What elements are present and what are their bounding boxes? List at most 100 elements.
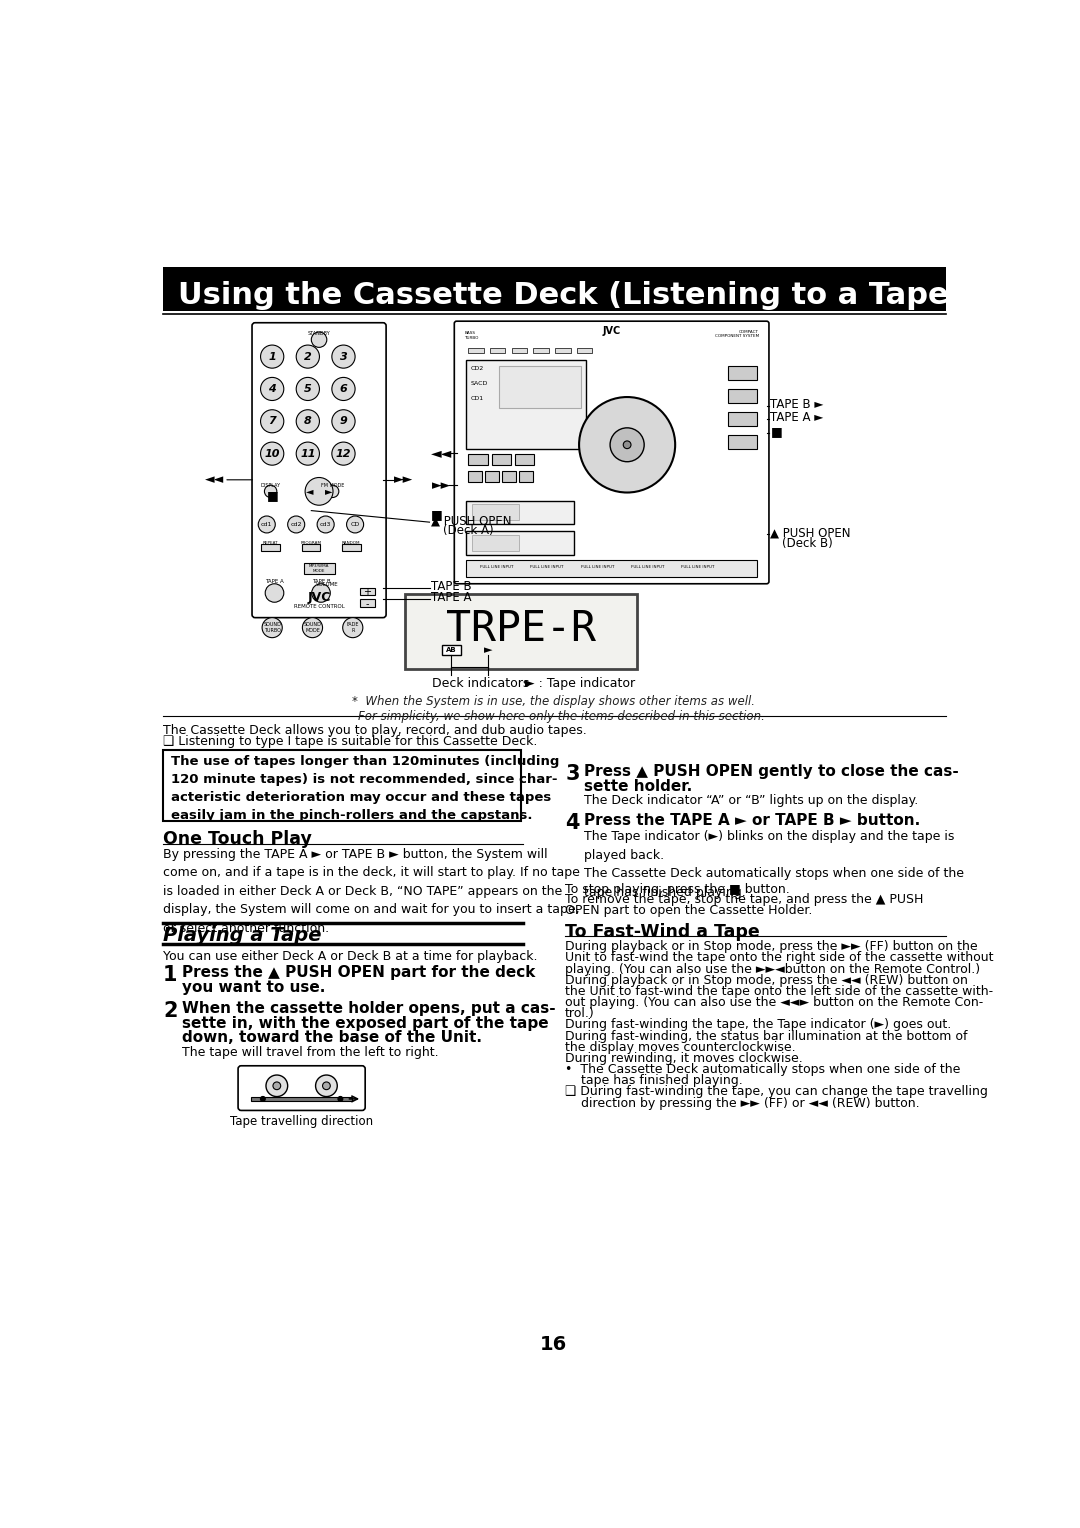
Bar bbox=[502, 471, 516, 483]
Bar bbox=[728, 390, 757, 403]
Text: The Tape indicator (►) blinks on the display and the tape is
played back.
The Ca: The Tape indicator (►) blinks on the dis… bbox=[583, 830, 963, 898]
Text: BASS
TURBO: BASS TURBO bbox=[464, 332, 478, 339]
Text: FULL LINE INPUT: FULL LINE INPUT bbox=[530, 565, 564, 570]
Text: The Cassette Deck allows you to play, record, and dub audio tapes.: The Cassette Deck allows you to play, re… bbox=[163, 724, 586, 736]
Text: CD1: CD1 bbox=[471, 396, 484, 402]
Circle shape bbox=[296, 377, 320, 400]
Bar bbox=[465, 532, 575, 555]
Text: 4: 4 bbox=[268, 384, 276, 394]
Text: +: + bbox=[364, 587, 372, 597]
Text: 10: 10 bbox=[265, 449, 280, 458]
Text: JVC: JVC bbox=[603, 327, 621, 336]
Bar bbox=[163, 266, 946, 312]
Text: cd2: cd2 bbox=[291, 523, 302, 527]
Text: SOUND
MODE: SOUND MODE bbox=[303, 622, 322, 633]
Bar bbox=[469, 348, 484, 353]
Bar bbox=[360, 599, 375, 607]
Text: ■: ■ bbox=[770, 425, 782, 439]
Circle shape bbox=[262, 617, 282, 637]
FancyBboxPatch shape bbox=[252, 322, 387, 617]
Text: To remove the tape, stop the tape, and press the ▲ PUSH: To remove the tape, stop the tape, and p… bbox=[565, 894, 923, 906]
Text: TAPE A: TAPE A bbox=[431, 591, 472, 604]
Text: TAPE B: TAPE B bbox=[431, 579, 472, 593]
Bar bbox=[442, 645, 460, 654]
Text: ◄: ◄ bbox=[306, 486, 313, 497]
Circle shape bbox=[258, 516, 275, 533]
Text: SACD: SACD bbox=[471, 380, 488, 387]
Bar bbox=[469, 471, 482, 483]
Text: 12: 12 bbox=[336, 449, 351, 458]
Text: ■: ■ bbox=[431, 507, 443, 521]
Text: During fast-winding the tape, the Tape indicator (►) goes out.: During fast-winding the tape, the Tape i… bbox=[565, 1019, 951, 1031]
Bar bbox=[472, 535, 518, 550]
Circle shape bbox=[265, 486, 276, 498]
Circle shape bbox=[332, 442, 355, 465]
Text: 8: 8 bbox=[303, 416, 312, 426]
Text: 5: 5 bbox=[303, 384, 312, 394]
Text: Press ▲ PUSH OPEN gently to close the cas-: Press ▲ PUSH OPEN gently to close the ca… bbox=[583, 764, 958, 779]
Text: During fast-winding, the status bar illumination at the bottom of: During fast-winding, the status bar illu… bbox=[565, 1030, 968, 1042]
Bar bbox=[728, 435, 757, 449]
Text: By pressing the TAPE A ► or TAPE B ► button, the System will
come on, and if a t: By pressing the TAPE A ► or TAPE B ► but… bbox=[163, 848, 580, 935]
Text: you want to use.: you want to use. bbox=[181, 979, 325, 995]
Circle shape bbox=[315, 1076, 337, 1097]
Text: OPEN part to open the Cassette Holder.: OPEN part to open the Cassette Holder. bbox=[565, 905, 812, 917]
Text: The use of tapes longer than 120minutes (including
120 minute tapes) is not reco: The use of tapes longer than 120minutes … bbox=[171, 755, 559, 822]
Text: 2: 2 bbox=[163, 1001, 177, 1021]
Text: -: - bbox=[366, 599, 369, 608]
Text: During rewinding, it moves clockwise.: During rewinding, it moves clockwise. bbox=[565, 1051, 802, 1065]
Text: Press the TAPE A ► or TAPE B ► button.: Press the TAPE A ► or TAPE B ► button. bbox=[583, 813, 920, 828]
Text: 6: 6 bbox=[339, 384, 348, 394]
Bar bbox=[512, 348, 527, 353]
Text: *  When the System is in use, the display shows other items as well.
    For sim: * When the System is in use, the display… bbox=[342, 695, 765, 723]
Text: You can use either Deck A or Deck B at a time for playback.: You can use either Deck A or Deck B at a… bbox=[163, 950, 538, 963]
Bar bbox=[515, 454, 535, 465]
Text: 4: 4 bbox=[565, 813, 580, 833]
Circle shape bbox=[338, 1097, 342, 1102]
Circle shape bbox=[296, 410, 320, 432]
Circle shape bbox=[312, 584, 330, 602]
Text: ◄◄: ◄◄ bbox=[431, 446, 451, 460]
Bar bbox=[261, 544, 280, 552]
Text: (Deck A): (Deck A) bbox=[443, 524, 494, 538]
Circle shape bbox=[347, 516, 364, 533]
Bar bbox=[465, 361, 586, 449]
Text: sette in, with the exposed part of the tape: sette in, with the exposed part of the t… bbox=[181, 1016, 549, 1031]
Circle shape bbox=[332, 410, 355, 432]
Bar bbox=[469, 454, 488, 465]
FancyBboxPatch shape bbox=[455, 321, 769, 584]
Circle shape bbox=[318, 516, 334, 533]
Text: Playing a Tape: Playing a Tape bbox=[163, 926, 322, 946]
Text: 1: 1 bbox=[268, 351, 276, 362]
Text: Using the Cassette Deck (Listening to a Tape): Using the Cassette Deck (Listening to a … bbox=[177, 281, 962, 310]
Circle shape bbox=[260, 377, 284, 400]
Text: cd1: cd1 bbox=[261, 523, 272, 527]
FancyBboxPatch shape bbox=[238, 1067, 365, 1111]
Circle shape bbox=[326, 486, 339, 498]
Circle shape bbox=[273, 1082, 281, 1089]
Text: Unit to fast-wind the tape onto the right side of the cassette without: Unit to fast-wind the tape onto the righ… bbox=[565, 952, 994, 964]
Bar bbox=[472, 504, 518, 520]
Bar bbox=[519, 471, 534, 483]
Circle shape bbox=[302, 617, 323, 637]
Bar bbox=[360, 588, 375, 596]
Text: ►►: ►► bbox=[432, 478, 450, 492]
Text: REPEAT: REPEAT bbox=[262, 541, 279, 545]
Text: RANDOM: RANDOM bbox=[342, 541, 361, 545]
Circle shape bbox=[332, 377, 355, 400]
Text: the Unit to fast-wind the tape onto the left side of the cassette with-: the Unit to fast-wind the tape onto the … bbox=[565, 986, 994, 998]
Text: 2: 2 bbox=[303, 351, 312, 362]
Bar bbox=[303, 562, 335, 573]
Bar bbox=[485, 471, 499, 483]
Text: REMOTE CONTROL: REMOTE CONTROL bbox=[294, 605, 345, 610]
Bar bbox=[405, 594, 637, 669]
Text: ►: ► bbox=[484, 645, 492, 656]
Circle shape bbox=[311, 332, 327, 347]
Circle shape bbox=[296, 345, 320, 368]
Text: CD2: CD2 bbox=[471, 365, 484, 371]
Text: FADE
R: FADE R bbox=[347, 622, 359, 633]
Text: TAPE A ►: TAPE A ► bbox=[770, 411, 824, 423]
Text: 1: 1 bbox=[163, 964, 177, 986]
Text: To Fast-Wind a Tape: To Fast-Wind a Tape bbox=[565, 923, 760, 941]
Text: cd3: cd3 bbox=[320, 523, 332, 527]
